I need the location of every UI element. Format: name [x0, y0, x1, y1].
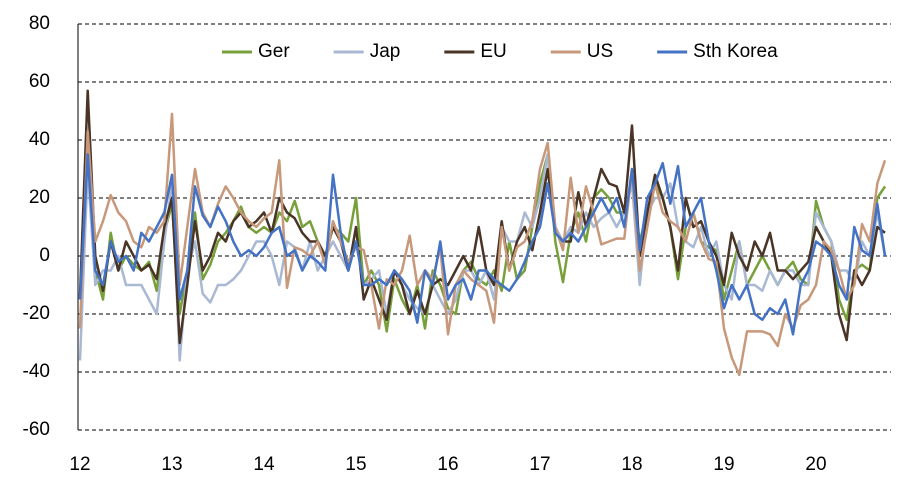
x-tick-label: 18	[621, 454, 642, 475]
legend-label: EU	[480, 41, 506, 62]
x-tick-label: 17	[529, 454, 550, 475]
y-tick-label: -60	[23, 419, 50, 440]
legend-label: Jap	[370, 41, 401, 62]
series-line	[78, 153, 887, 336]
x-tick-label: 13	[161, 454, 182, 475]
legend-label: Ger	[258, 41, 290, 62]
y-tick-label: 0	[39, 245, 50, 266]
series-line	[78, 89, 886, 345]
y-tick-label: 20	[29, 187, 50, 208]
y-tick-label: 40	[29, 129, 50, 150]
y-tick-label: -20	[23, 303, 50, 324]
y-tick-label: 60	[29, 71, 50, 92]
y-tick-label: -40	[23, 361, 50, 382]
x-tick-label: 16	[437, 454, 458, 475]
legend-label: US	[587, 41, 613, 62]
legend-label: Sth Korea	[693, 41, 778, 62]
x-tick-label: 19	[713, 454, 734, 475]
series-line	[78, 153, 887, 362]
x-tick-label: 15	[345, 454, 366, 475]
series-line	[78, 153, 887, 333]
x-tick-label: 12	[69, 454, 90, 475]
x-tick-label: 20	[805, 454, 826, 475]
x-tick-label: 14	[253, 454, 275, 475]
y-tick-label: 80	[29, 13, 50, 34]
